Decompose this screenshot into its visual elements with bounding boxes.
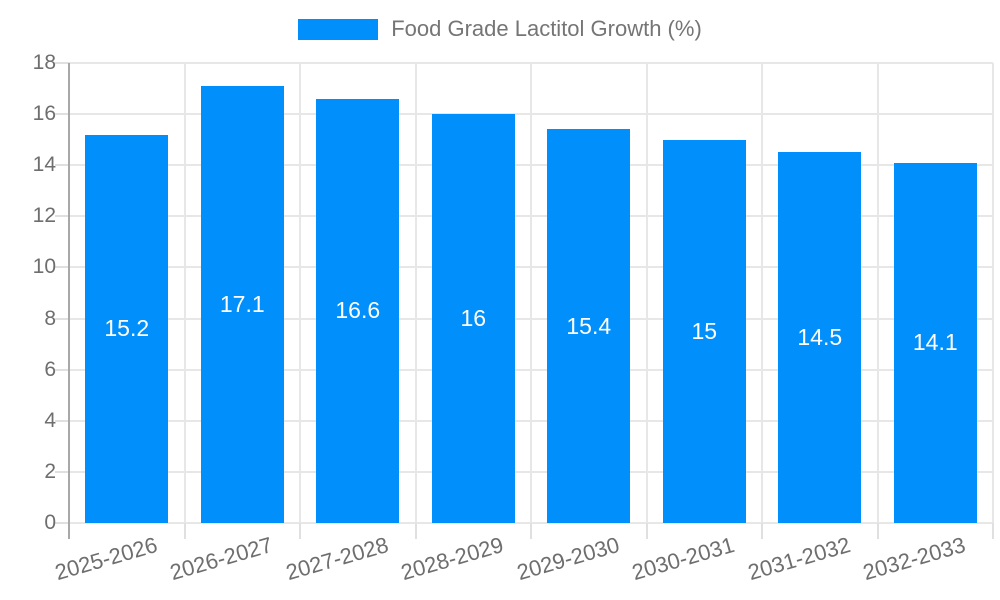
x-axis-label: 2029-2030	[513, 532, 622, 586]
x-axis-label: 2025-2026	[51, 532, 160, 586]
y-axis-label: 0	[44, 511, 56, 534]
bar-value-label: 17.1	[219, 291, 265, 317]
y-axis-tick	[55, 522, 69, 524]
x-axis-tick	[299, 523, 301, 539]
y-axis-label: 18	[32, 51, 56, 74]
x-gridline	[299, 63, 301, 523]
bar[interactable]: 17.1	[200, 86, 284, 523]
bar[interactable]: 15.2	[85, 134, 169, 523]
bar-value-label: 15	[691, 317, 718, 344]
x-axis-label: 2028-2029	[398, 532, 507, 586]
bar-value-label: 15.2	[104, 315, 150, 342]
x-gridline	[414, 63, 417, 523]
bar-value-label: 14.1	[912, 329, 958, 356]
y-axis-label: 6	[44, 357, 56, 381]
x-axis-label: 2032-2033	[860, 532, 969, 586]
bar[interactable]: 15	[662, 139, 746, 523]
x-axis-label: 2026-2027	[167, 532, 276, 586]
y-axis-tick	[55, 62, 69, 64]
y-axis-tick	[55, 470, 69, 473]
x-gridline	[992, 63, 994, 523]
x-axis-label: 2031-2032	[744, 532, 853, 586]
bar-value-label: 15.4	[566, 312, 612, 339]
y-axis-label: 14	[32, 153, 56, 177]
y-axis-label: 4	[44, 408, 56, 432]
x-gridline	[530, 63, 532, 523]
bar[interactable]: 16	[431, 114, 515, 523]
bar-value-label: 16	[460, 305, 487, 332]
x-gridline	[183, 63, 186, 523]
x-gridline	[761, 63, 763, 523]
y-axis-tick	[55, 215, 69, 218]
y-axis-tick	[55, 317, 69, 320]
x-axis-tick	[183, 523, 186, 539]
bar[interactable]: 15.4	[547, 129, 631, 523]
x-axis-tick	[992, 523, 994, 539]
bar[interactable]: 14.1	[893, 162, 977, 523]
x-axis-tick	[530, 523, 532, 539]
x-axis-tick	[876, 523, 879, 539]
x-axis-label: 2027-2028	[282, 532, 391, 586]
bar-value-label: 16.6	[335, 297, 381, 324]
legend[interactable]: Food Grade Lactitol Growth (%)	[0, 16, 1000, 42]
bar-value-label: 14.5	[797, 324, 843, 351]
y-axis-tick	[55, 266, 69, 269]
y-axis-tick	[55, 164, 69, 167]
legend-label: Food Grade Lactitol Growth (%)	[391, 16, 702, 41]
bar[interactable]: 16.6	[316, 98, 400, 523]
y-axis-label: 10	[32, 255, 56, 279]
y-axis-tick	[55, 419, 69, 422]
x-gridline	[876, 63, 879, 523]
x-axis-tick	[761, 523, 763, 539]
y-axis-tick	[55, 368, 69, 371]
y-axis-line	[68, 63, 70, 539]
x-gridline	[645, 63, 648, 523]
y-axis-label: 2	[44, 459, 56, 483]
y-axis-label: 12	[32, 204, 56, 228]
y-axis-label: 16	[32, 102, 56, 126]
legend-swatch	[298, 18, 379, 40]
bar[interactable]: 14.5	[778, 152, 862, 523]
x-axis-tick	[414, 523, 417, 539]
x-axis-label: 2030-2031	[629, 532, 738, 586]
x-axis-tick	[645, 523, 648, 539]
y-axis-tick	[55, 113, 69, 116]
y-axis-label: 8	[44, 306, 56, 330]
